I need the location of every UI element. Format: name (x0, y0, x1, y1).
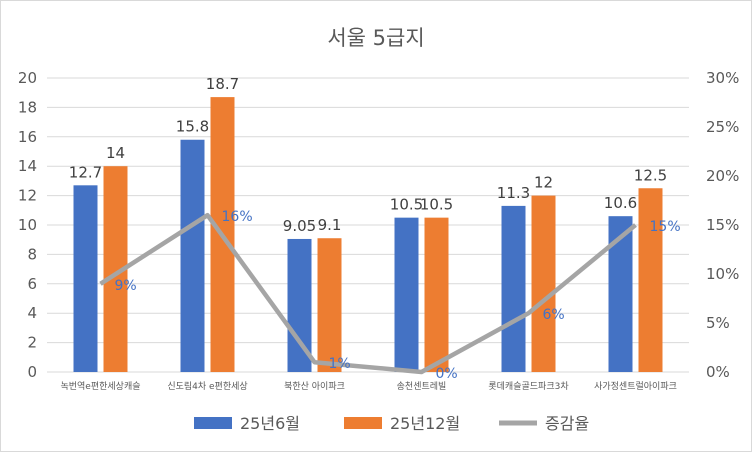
bar-series1 (73, 185, 98, 372)
left-tick-label: 18 (18, 98, 37, 116)
left-tick-label: 6 (27, 275, 37, 293)
bar-series2 (531, 195, 556, 372)
rate-line (99, 212, 637, 375)
category-label: 사가정센트럴아이파크 (594, 381, 677, 392)
left-tick-label: 4 (27, 304, 37, 322)
right-tick-label: 10% (706, 265, 739, 283)
category-label: 신도림4차 e편한세상 (167, 380, 247, 392)
rate-line-series (99, 212, 637, 375)
right-tick-label: 30% (706, 69, 739, 87)
left-tick-label: 14 (18, 157, 37, 175)
rate-value-label: 16% (222, 209, 253, 225)
bar-series1 (394, 217, 419, 372)
legend-label: 증감율 (545, 414, 589, 433)
left-tick-label: 2 (27, 334, 37, 352)
gridlines (47, 77, 689, 373)
bar-series1 (501, 205, 526, 372)
right-tick-label: 5% (706, 314, 730, 332)
bar-value-label: 14 (106, 144, 125, 162)
category-labels: 녹번역e편한세상캐슬 신도림4차 e편한세상 북한산 아이파크 송천센트레빌 롯데캐슬골… (60, 380, 676, 392)
right-tick-label: 25% (706, 118, 739, 136)
bar-value-label: 11.3 (497, 184, 530, 202)
right-axis: 0% 5% 10% 15% 20% 25% 30% (706, 69, 739, 381)
legend-swatch (194, 417, 232, 429)
legend-swatch (344, 417, 382, 429)
left-tick-label: 16 (18, 128, 37, 146)
category-label: 북한산 아이파크 (284, 381, 345, 392)
bar-value-label: 18.7 (206, 75, 239, 93)
bar-series2 (424, 217, 449, 372)
legend: 25년6월 25년12월 증감율 (194, 414, 589, 433)
bar-series2 (638, 188, 663, 372)
bar-value-label: 10.5 (390, 196, 423, 214)
chart-title: 서울 5급지 (327, 26, 424, 50)
right-tick-label: 15% (706, 216, 739, 234)
category-label: 롯데캐슬골드파크3차 (488, 380, 569, 392)
bar-series2 (317, 238, 342, 372)
bar-value-label: 10.5 (420, 196, 453, 214)
bar-series (73, 97, 663, 373)
bar-value-label: 9.05 (283, 217, 316, 235)
bar-value-label: 12 (534, 174, 553, 192)
category-label: 녹번역e편한세상캐슬 (60, 380, 140, 392)
right-tick-label: 0% (706, 363, 730, 381)
rate-value-label: 9% (115, 278, 137, 294)
category-label: 송천센트레빌 (397, 381, 447, 392)
left-tick-label: 12 (18, 187, 37, 205)
right-tick-label: 20% (706, 167, 739, 185)
rate-value-label: 1% (329, 356, 351, 372)
rate-value-label: 15% (650, 219, 681, 235)
rate-value-label: 0% (436, 366, 458, 382)
data-labels: 12.714 15.8 18.7 9.05 9.1 10.510.5 11.312 10.6 1… (69, 75, 681, 382)
bar-series1 (180, 139, 205, 372)
left-axis: 0 2 4 6 8 10 12 14 16 18 20 (18, 69, 37, 381)
legend-label: 25년12월 (390, 414, 460, 433)
left-tick-label: 0 (27, 363, 37, 381)
left-tick-label: 10 (18, 216, 37, 234)
bar-value-label: 12.5 (634, 166, 667, 184)
rate-value-label: 6% (543, 307, 565, 323)
bar-value-label: 15.8 (176, 118, 209, 136)
legend-label: 25년6월 (240, 414, 300, 433)
left-tick-label: 8 (27, 245, 37, 263)
bar-value-label: 10.6 (604, 194, 637, 212)
bar-value-label: 12.7 (69, 163, 102, 181)
left-tick-label: 20 (18, 69, 37, 87)
bar-value-label: 9.1 (318, 216, 342, 234)
